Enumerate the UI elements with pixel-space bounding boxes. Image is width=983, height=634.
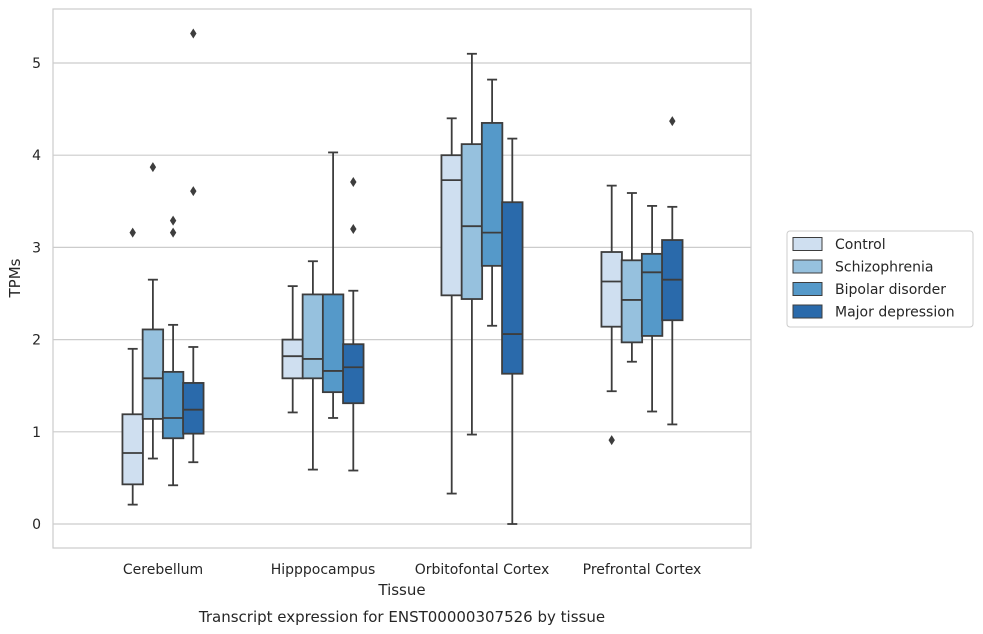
outlier-point [669, 116, 676, 127]
legend-label: Bipolar disorder [835, 282, 946, 298]
y-tick-label: 1 [32, 425, 41, 441]
x-axis-title: Tissue [377, 581, 425, 599]
y-tick-labels: 0 1 2 3 4 5 [32, 56, 41, 533]
x-tick-label: Prefrontal Cortex [583, 562, 702, 578]
x-tick-label: Hipppocampus [271, 562, 376, 578]
box-orbitofontal-cortex-bipolar-disorder [480, 78, 504, 327]
outlier-point [190, 186, 197, 197]
y-tick-label: 2 [32, 333, 41, 349]
plot-area-frame [52, 8, 752, 549]
legend-label: Schizophrenia [835, 260, 933, 276]
box-iqr [480, 122, 504, 267]
box-prefrontal-cortex-major-depression [661, 116, 684, 426]
y-tick-label: 5 [32, 56, 41, 72]
outlier-point [129, 227, 136, 238]
box-iqr [600, 251, 623, 328]
box-orbitofontal-cortex-schizophrenia [460, 52, 484, 436]
legend-swatch [792, 304, 823, 319]
y-tick-label: 3 [32, 240, 41, 256]
box-iqr [321, 293, 345, 394]
box-iqr [141, 328, 165, 420]
box-iqr [440, 154, 463, 297]
box-iqr [121, 413, 144, 486]
box-hipppocampus-schizophrenia [301, 260, 325, 471]
outlier-point [149, 162, 157, 173]
outlier-point [169, 227, 177, 238]
box-iqr [281, 338, 304, 380]
outlier-point [350, 223, 357, 234]
legend-frame [786, 230, 974, 328]
box-iqr [182, 382, 205, 435]
box-iqr [460, 143, 484, 300]
legend-swatch [792, 282, 823, 296]
box-hipppocampus-major-depression [342, 176, 365, 472]
y-tick-label: 0 [32, 517, 41, 533]
x-tick-labels: Cerebellum Hipppocampus Orbitofontal Corte… [123, 562, 701, 578]
legend-swatch [792, 237, 823, 251]
box-iqr [640, 252, 664, 337]
box-iqr [161, 370, 185, 440]
box-iqr [620, 259, 644, 344]
box-orbitofontal-cortex-control [440, 117, 463, 495]
chart-caption: Transcript expression for ENST0000030752… [198, 608, 605, 626]
box-cerebellum-major-depression [182, 28, 205, 464]
box-hipppocampus-bipolar-disorder [321, 151, 345, 419]
box-prefrontal-cortex-control [600, 184, 623, 446]
box-iqr [501, 201, 524, 375]
outlier-point [169, 215, 177, 226]
box-prefrontal-cortex-schizophrenia [620, 192, 644, 363]
box-cerebellum-schizophrenia [141, 162, 165, 460]
box-prefrontal-cortex-bipolar-disorder [640, 205, 664, 413]
box-iqr [342, 343, 365, 405]
legend-swatch [792, 259, 823, 274]
box-series [121, 28, 684, 525]
x-tick-label: Orbitofontal Cortex [415, 562, 550, 578]
y-axis-title: TPMs [6, 258, 24, 298]
box-iqr [301, 293, 325, 380]
y-tick-label: 4 [32, 148, 41, 164]
legend-label: Major depression [835, 305, 955, 321]
outlier-point [350, 176, 357, 187]
outlier-point [190, 28, 197, 39]
x-tick-label: Cerebellum [123, 562, 203, 578]
box-cerebellum-control [121, 227, 144, 506]
outlier-point [608, 435, 615, 446]
legend: Control Schizophrenia Bipolar disorder Majo… [786, 230, 974, 328]
legend-label: Control [835, 237, 886, 253]
box-orbitofontal-cortex-major-depression [501, 137, 524, 525]
